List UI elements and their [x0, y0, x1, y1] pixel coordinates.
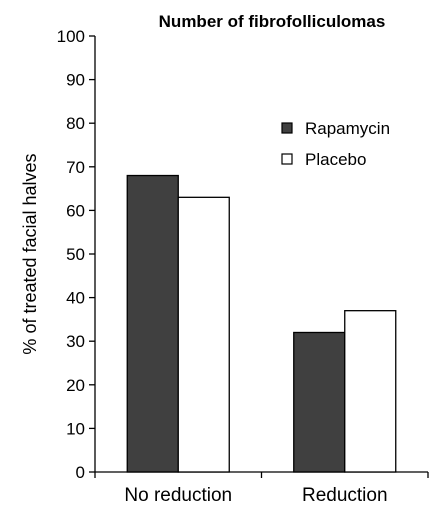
legend-swatch: [281, 122, 293, 134]
y-tick-label: 50: [66, 245, 85, 264]
bars: [126, 174, 397, 473]
legend-label: Rapamycin: [305, 119, 390, 138]
chart-title: Number of fibrofolliculomas: [159, 12, 386, 31]
bar-placebo-no-reduction: [177, 196, 230, 473]
legend: Rapamycin Placebo: [281, 119, 390, 169]
y-tick-label: 80: [66, 114, 85, 133]
legend-swatch: [281, 153, 293, 165]
y-axis: 0 10 20 30 40 50 60 70 80 90 100: [57, 27, 96, 482]
y-tick-label: 20: [66, 376, 85, 395]
y-axis-label: % of treated facial halves: [20, 153, 40, 354]
x-axis: No reduction Reduction: [94, 471, 429, 505]
y-tick-label: 0: [76, 463, 85, 482]
legend-label: Placebo: [305, 150, 366, 169]
y-tick-label: 70: [66, 158, 85, 177]
bar-rapamycin-no-reduction: [126, 174, 179, 473]
x-category-label: Reduction: [302, 485, 388, 505]
y-tick-label: 40: [66, 289, 85, 308]
bar-rapamycin-reduction: [293, 331, 346, 473]
x-category-label: No reduction: [124, 485, 232, 505]
y-tick-label: 10: [66, 419, 85, 438]
y-tick-label: 60: [66, 201, 85, 220]
bar-placebo-reduction: [344, 310, 397, 473]
y-tick-label: 100: [57, 27, 85, 46]
y-tick-label: 90: [66, 71, 85, 90]
y-tick-label: 30: [66, 332, 85, 351]
